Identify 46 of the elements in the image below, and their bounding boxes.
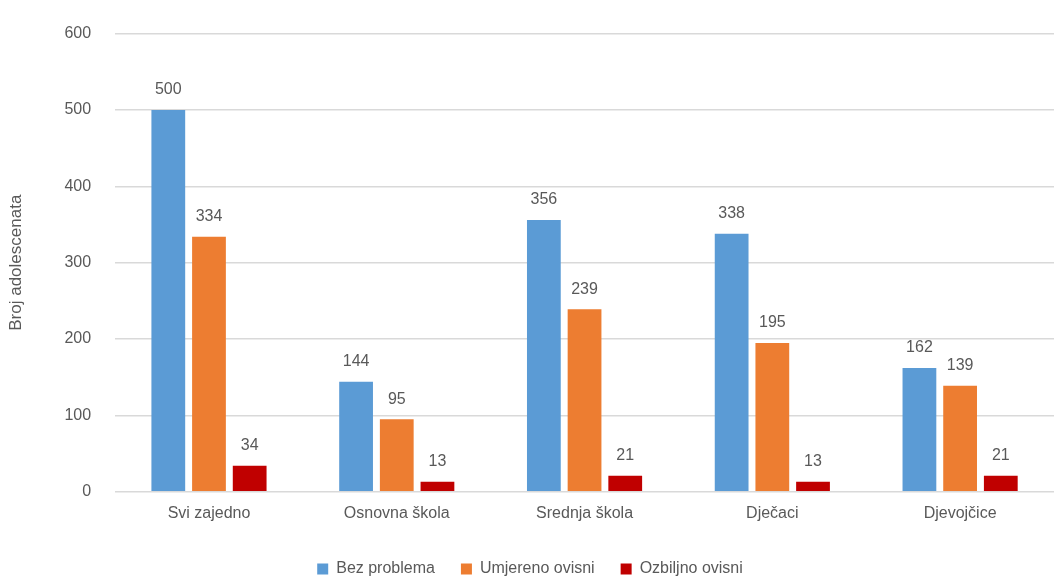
data-label: 239 — [571, 279, 598, 297]
data-label: 356 — [530, 190, 558, 208]
legend-label: Umjereno ovisni — [479, 559, 595, 577]
data-label: 13 — [428, 452, 447, 470]
y-tick-label: 400 — [64, 176, 92, 194]
bar — [983, 475, 1018, 492]
x-tick-label: Osnovna škola — [343, 503, 450, 521]
data-label: 144 — [342, 352, 370, 370]
bar — [567, 309, 602, 492]
y-axis-title: Broj adolescenata — [5, 194, 25, 331]
bar — [714, 233, 749, 492]
x-tick-label: Dječaci — [746, 503, 799, 521]
x-tick-label: Djevojčice — [923, 503, 997, 521]
bar — [943, 385, 977, 492]
bar — [339, 381, 373, 492]
data-label: 338 — [718, 204, 746, 222]
data-label: 334 — [195, 207, 223, 225]
y-tick-label: 200 — [64, 329, 92, 347]
data-label: 500 — [154, 80, 182, 98]
y-tick-label: 300 — [64, 253, 92, 271]
y-tick-label: 600 — [64, 24, 92, 42]
data-label: 13 — [804, 452, 823, 470]
bar — [796, 481, 830, 492]
bar — [192, 236, 226, 492]
data-label: 21 — [616, 446, 635, 464]
bar — [526, 219, 561, 492]
y-tick-label: 500 — [64, 100, 92, 118]
y-tick-label: 0 — [82, 482, 92, 500]
data-label: 95 — [387, 389, 406, 407]
bar — [379, 419, 414, 492]
data-label: 139 — [946, 356, 974, 374]
x-tick-label: Srednja škola — [536, 503, 634, 521]
data-label: 195 — [758, 313, 786, 331]
bar — [902, 368, 937, 492]
y-tick-label: 100 — [64, 405, 92, 423]
bar — [608, 475, 643, 492]
legend-label: Bez problema — [336, 559, 436, 577]
data-label: 21 — [991, 446, 1010, 464]
bar — [151, 109, 186, 492]
x-tick-label: Svi zajedno — [167, 503, 251, 521]
data-label: 34 — [240, 436, 259, 454]
legend-label: Ozbiljno ovisni — [639, 559, 743, 577]
bar — [232, 465, 267, 492]
data-label: 162 — [906, 338, 933, 356]
bar — [420, 481, 455, 492]
bar — [755, 342, 790, 492]
